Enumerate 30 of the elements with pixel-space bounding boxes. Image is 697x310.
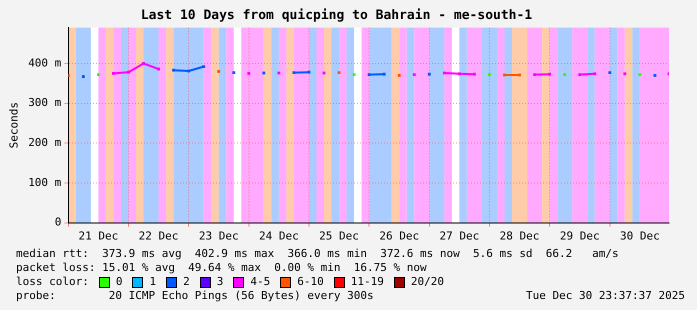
x-tick-label: 29 Dec: [560, 229, 600, 242]
y-tick-label: 100 m: [28, 176, 62, 189]
legend-label: 1: [149, 275, 156, 289]
x-tick-label: 23 Dec: [198, 229, 239, 242]
legend-label: 11-19: [350, 275, 384, 289]
x-tick-label: 21 Dec: [78, 229, 118, 242]
y-tick-label: 200 m: [28, 136, 62, 149]
legend-label: 4-5: [250, 275, 270, 289]
text: Tue Dec 30 23:37:37 2025: [526, 289, 685, 303]
x-tick-label: 24 Dec: [259, 229, 299, 242]
x-tick-label: 25 Dec: [319, 229, 359, 242]
x-tick-label: 27 Dec: [440, 229, 480, 242]
legend-label: 6-10: [297, 275, 324, 289]
y-axis-title: Seconds: [7, 102, 20, 148]
legend-label: 0: [116, 275, 122, 289]
x-tick-label: 30 Dec: [620, 229, 660, 242]
chart-title: Last 10 Days from quicping to Bahrain - me-south-1: [140, 8, 532, 24]
x-tick-label: 26 Dec: [379, 229, 420, 242]
legend-title: loss color:: [16, 275, 89, 289]
x-tick-label: 22 Dec: [138, 229, 178, 242]
legend-label: 20/20: [410, 275, 444, 289]
x-tick-label: 28 Dec: [500, 229, 540, 242]
text: packet loss: 15.01 % avg 49.64 % max 0.00 % min 16.75 % now: [16, 261, 427, 275]
text: median rtt: 373.9 ms avg 402.9 ms max 366.0 ms min 372.6 ms now 5.6 ms sd 66.2 am/s: [16, 247, 619, 261]
y-tick-label: 400 m: [28, 56, 62, 70]
text: probe: 20 ICMP Echo Pings (56 Bytes) every 300s: [16, 289, 374, 303]
legend-label: 3: [216, 275, 224, 289]
legend-label: 2: [183, 275, 190, 289]
y-tick-label: 300 m: [28, 96, 62, 110]
y-tick-label: 0: [54, 216, 62, 229]
